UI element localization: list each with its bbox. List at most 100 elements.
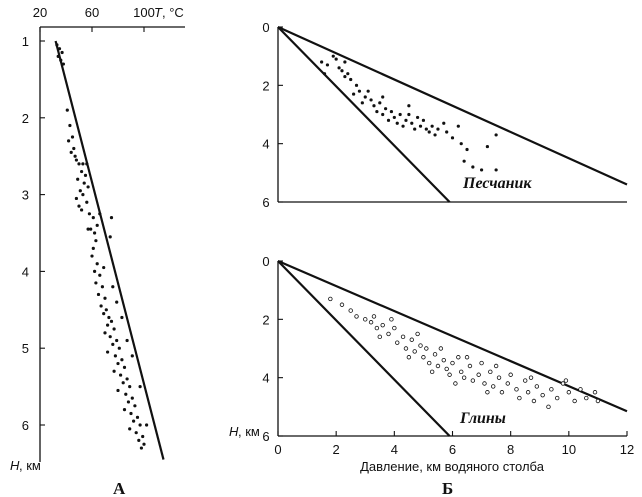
panel-b-clay-data-point — [485, 390, 490, 395]
panel-a-data-point — [133, 404, 137, 408]
panel-b-clay-data-point — [453, 381, 458, 386]
panel-b-clay-label: Глины — [459, 410, 506, 427]
panel-b-sand-data-point — [381, 112, 385, 117]
panel-a-data-point — [74, 158, 78, 162]
panel-b-clay-data-point — [467, 363, 473, 369]
panel-a-data-point — [94, 281, 98, 285]
panel-b-sand-data-point — [392, 115, 396, 120]
panel-a-data-point — [103, 331, 107, 335]
panel-b-y-tick-label: 2 — [262, 312, 269, 327]
panel-b-clay-data-point — [549, 387, 554, 392]
panel-a-data-point — [129, 411, 133, 416]
panel-a-data-point — [116, 361, 120, 366]
panel-a-data-point — [91, 246, 95, 250]
panel-a-data-point — [126, 400, 130, 404]
panel-b-envelope-line — [277, 26, 451, 203]
panel-a-y-tick-label: 1 — [22, 34, 29, 49]
panel-a-data-point — [76, 177, 80, 181]
panel-b-clay-data-point — [429, 369, 435, 375]
panel-a-data-point — [89, 227, 93, 231]
panel-b-sandstone: 0 2 4 6 Песчаник — [262, 20, 628, 210]
panel-b-y-tick-label: 0 — [262, 254, 269, 269]
panel-a-data-point — [108, 335, 112, 339]
panel-a-x-axis-unit: , °C — [162, 5, 184, 20]
panel-b-sand-data-point — [386, 118, 391, 122]
panel-b-sand-data-point — [407, 104, 411, 108]
panel-a-data-point — [95, 223, 99, 227]
panel-b-clay-data-point — [464, 355, 470, 360]
panel-b-x-tick-label: 12 — [620, 442, 634, 457]
panel-b-x-tick-label: 10 — [562, 442, 576, 457]
panel-a-letter: А — [113, 479, 126, 497]
panel-b-sand-data-point — [372, 104, 376, 108]
panel-a-data-point — [138, 385, 142, 389]
panel-b-clay-data-point — [374, 325, 380, 331]
panel-b-clay-data-point — [339, 302, 345, 307]
panel-b-clay-data-point — [479, 360, 484, 366]
panel-b-sand-data-point — [494, 133, 498, 137]
panel-b-sand-data-point — [424, 127, 428, 131]
panel-b-clay-data-point — [368, 320, 374, 325]
panel-a-data-point — [112, 327, 116, 331]
panel-b-x-tick-label: 2 — [333, 442, 340, 457]
panel-b-sand-data-point — [410, 121, 414, 125]
panel-b-sand-data-point — [320, 60, 324, 64]
panel-b-sand-data-point — [346, 72, 350, 76]
panel-a-data-point — [104, 308, 108, 312]
panel-b-sand-data-point — [389, 109, 394, 114]
panel-a-data-point — [95, 262, 99, 266]
panel-b-letter: Б — [442, 479, 453, 497]
panel-b-clay-data-point — [328, 296, 333, 302]
panel-b-clay-data-point — [461, 375, 467, 380]
panel-a-data-point — [69, 150, 73, 154]
panel-b-y-axis-unit: , км — [238, 424, 260, 439]
panel-a-data-point — [128, 427, 132, 431]
panel-b-clay-data-point — [354, 314, 359, 319]
panel-b-sand-data-point — [381, 95, 385, 99]
panel-b-clay-data-point — [595, 398, 601, 404]
panel-b-sand-data-point — [325, 63, 330, 67]
panel-b-sand-data-point — [352, 92, 356, 96]
panel-a-data-point — [91, 216, 95, 220]
panel-b-sand-data-point — [375, 109, 379, 114]
panel-b-clay-data-point — [531, 398, 537, 404]
panel-b-sand-data-point — [331, 54, 335, 58]
panel-a-x-tick-label: 60 — [85, 5, 99, 20]
panel-a-data-point — [109, 216, 114, 220]
panel-b-clay-data-point — [435, 363, 441, 369]
panel-b-sand-data-point — [459, 142, 463, 146]
panel-a-y-tick-label: 2 — [22, 111, 29, 126]
panel-a-data-point — [132, 419, 136, 423]
panel-b-clay-data-point — [441, 357, 446, 363]
panel-b-clay-data-point — [493, 363, 499, 369]
panel-b-clay-data-point — [438, 346, 444, 351]
panel-b-envelope-line — [277, 25, 628, 186]
panel-a-data-point — [86, 227, 90, 231]
panel-b-clay-data-point — [363, 317, 368, 322]
panel-b-clay-data-point — [491, 384, 496, 389]
panel-a-data-point — [81, 162, 85, 166]
panel-a-data-point — [109, 319, 114, 323]
panel-b-sand-data-point — [384, 107, 388, 111]
panel-a-data-point — [119, 373, 123, 377]
panel-a-data-point — [87, 212, 91, 216]
panel-b-sand-data-point — [433, 133, 437, 137]
panel-b-clay-data-point — [578, 387, 583, 392]
panel-b-clay-data-point — [348, 308, 353, 313]
panel-b-clay-data-point — [525, 390, 531, 395]
panel-a-data-point — [115, 300, 119, 304]
panel-b-sand-data-point — [404, 118, 408, 122]
panel-a-data-point — [72, 146, 76, 151]
panel-b-sand-data-point — [407, 112, 411, 117]
panel-b-y-tick-label: 6 — [262, 429, 269, 444]
panel-a-data-point — [106, 350, 110, 354]
panel-a-data-point — [117, 346, 121, 350]
panel-a-data-point — [65, 108, 69, 112]
panel-b-sand-data-point — [485, 144, 489, 149]
panel-a-data-point — [99, 304, 103, 308]
panel-b-x-tick-label: 8 — [507, 442, 514, 457]
panel-a-temperature-depth: 20 60 100 1 2 3 4 5 6 T , °C H , км А — [10, 5, 185, 497]
panel-b-sand-data-point — [442, 121, 446, 125]
panel-a-y-tick-label: 3 — [22, 188, 29, 203]
